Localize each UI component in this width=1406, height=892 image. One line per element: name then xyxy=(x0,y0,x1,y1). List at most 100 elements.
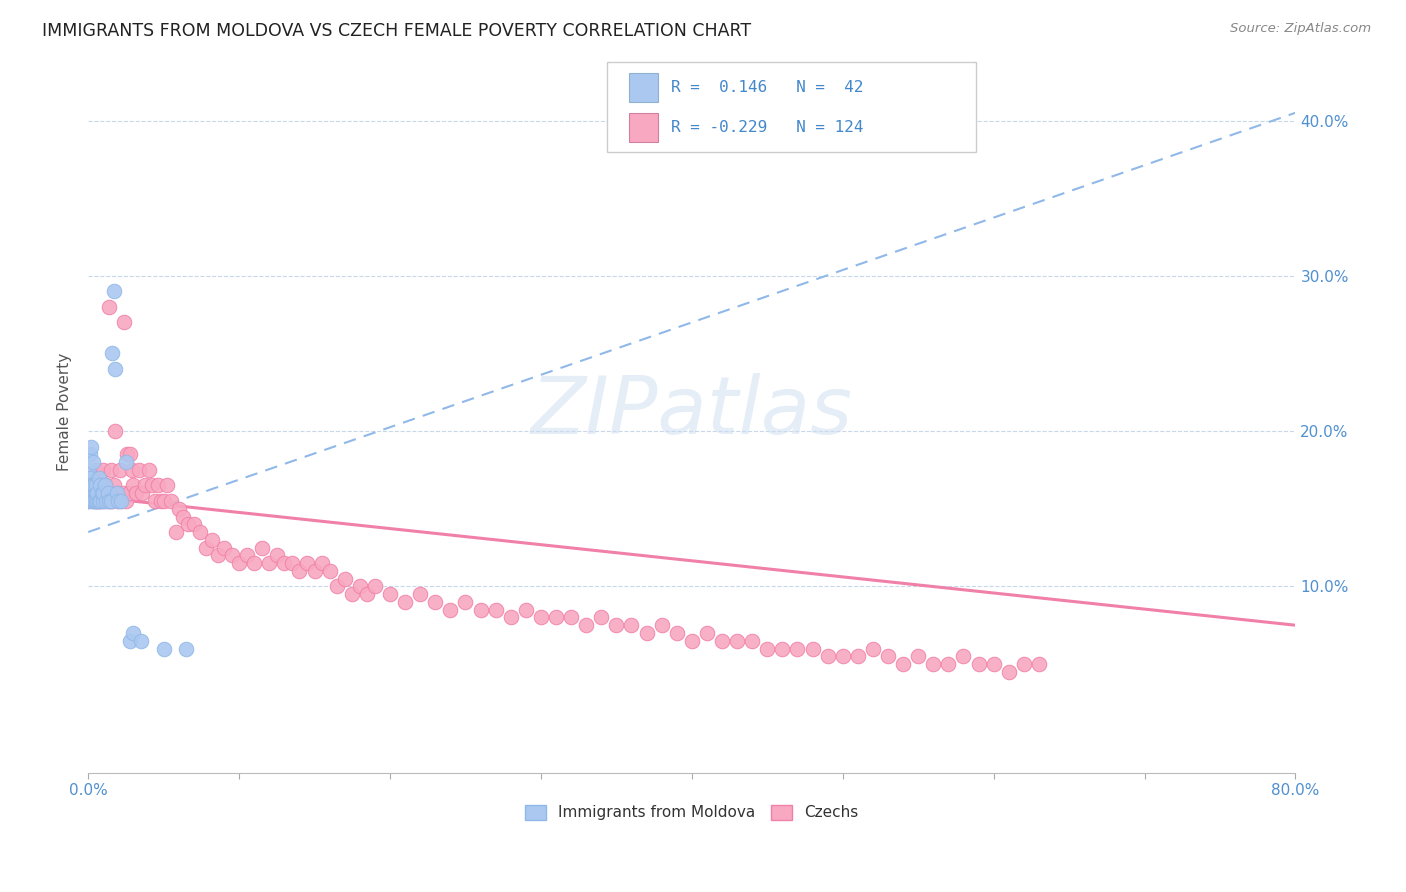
Point xyxy=(273,556,295,570)
Point xyxy=(146,478,169,492)
Point xyxy=(94,478,117,492)
Point xyxy=(907,649,929,664)
Point xyxy=(152,641,174,656)
Point xyxy=(167,501,190,516)
Point xyxy=(83,494,105,508)
Text: R = -0.229   N = 124: R = -0.229 N = 124 xyxy=(671,120,863,135)
Point xyxy=(89,494,111,508)
Point xyxy=(409,587,432,601)
Point xyxy=(257,556,280,570)
Point xyxy=(499,610,522,624)
Point xyxy=(922,657,945,671)
Point xyxy=(681,633,703,648)
Point xyxy=(188,524,211,539)
Point xyxy=(79,486,101,500)
Point xyxy=(725,633,748,648)
Point xyxy=(235,549,257,563)
Point xyxy=(877,649,900,664)
Point xyxy=(131,486,153,500)
Point xyxy=(156,478,179,492)
Point xyxy=(110,494,132,508)
Point xyxy=(295,556,318,570)
Point xyxy=(243,556,266,570)
Point xyxy=(174,641,197,656)
Point xyxy=(83,478,105,492)
Point xyxy=(221,549,243,563)
Point xyxy=(107,494,129,508)
Point xyxy=(115,455,138,469)
Point xyxy=(160,494,183,508)
Point xyxy=(741,633,763,648)
Point xyxy=(90,486,112,500)
Point xyxy=(454,595,477,609)
Point xyxy=(560,610,582,624)
Point xyxy=(862,641,884,656)
Point xyxy=(87,471,110,485)
Point xyxy=(266,549,288,563)
Point xyxy=(86,494,108,508)
Point xyxy=(997,665,1019,679)
Point xyxy=(91,486,114,500)
Point xyxy=(952,649,974,664)
Y-axis label: Female Poverty: Female Poverty xyxy=(58,352,72,471)
Point xyxy=(80,486,103,500)
Point xyxy=(83,478,105,492)
Legend: Immigrants from Moldova, Czechs: Immigrants from Moldova, Czechs xyxy=(519,798,865,827)
Point xyxy=(967,657,990,671)
Point xyxy=(84,486,107,500)
Point xyxy=(817,649,839,664)
Point xyxy=(891,657,914,671)
Point xyxy=(356,587,378,601)
Point xyxy=(311,556,333,570)
Point xyxy=(711,633,734,648)
Point xyxy=(831,649,853,664)
Point xyxy=(104,362,127,376)
Point xyxy=(801,641,824,656)
Point xyxy=(87,494,110,508)
Point xyxy=(378,587,401,601)
Point xyxy=(79,447,101,461)
Point xyxy=(201,533,224,547)
Point xyxy=(177,517,200,532)
Point xyxy=(530,610,553,624)
Point xyxy=(82,455,104,469)
Point xyxy=(439,603,461,617)
Point xyxy=(152,494,174,508)
Point xyxy=(938,657,960,671)
Point xyxy=(1028,657,1050,671)
Point xyxy=(97,494,120,508)
Point xyxy=(97,486,120,500)
Point xyxy=(84,463,107,477)
Point xyxy=(122,478,145,492)
Point xyxy=(125,486,148,500)
Point xyxy=(515,603,537,617)
Point xyxy=(82,494,104,508)
Point xyxy=(91,494,114,508)
Point xyxy=(470,603,492,617)
Text: Source: ZipAtlas.com: Source: ZipAtlas.com xyxy=(1230,22,1371,36)
Point xyxy=(364,579,387,593)
Point xyxy=(80,478,103,492)
Point xyxy=(770,641,793,656)
Point xyxy=(118,486,141,500)
Point xyxy=(84,494,107,508)
Point xyxy=(129,633,152,648)
Point xyxy=(212,541,235,555)
Point xyxy=(281,556,304,570)
Point xyxy=(134,478,156,492)
Point xyxy=(94,486,117,500)
Point xyxy=(82,478,104,492)
Point xyxy=(84,478,107,492)
Point xyxy=(96,478,118,492)
Text: R =  0.146   N =  42: R = 0.146 N = 42 xyxy=(671,79,863,95)
Point xyxy=(207,549,229,563)
Point xyxy=(89,494,111,508)
Point xyxy=(86,494,108,508)
Point xyxy=(786,641,808,656)
Point xyxy=(342,587,364,601)
Point xyxy=(349,579,371,593)
Text: IMMIGRANTS FROM MOLDOVA VS CZECH FEMALE POVERTY CORRELATION CHART: IMMIGRANTS FROM MOLDOVA VS CZECH FEMALE … xyxy=(42,22,751,40)
Point xyxy=(82,471,104,485)
Point xyxy=(84,494,107,508)
Point xyxy=(128,463,150,477)
